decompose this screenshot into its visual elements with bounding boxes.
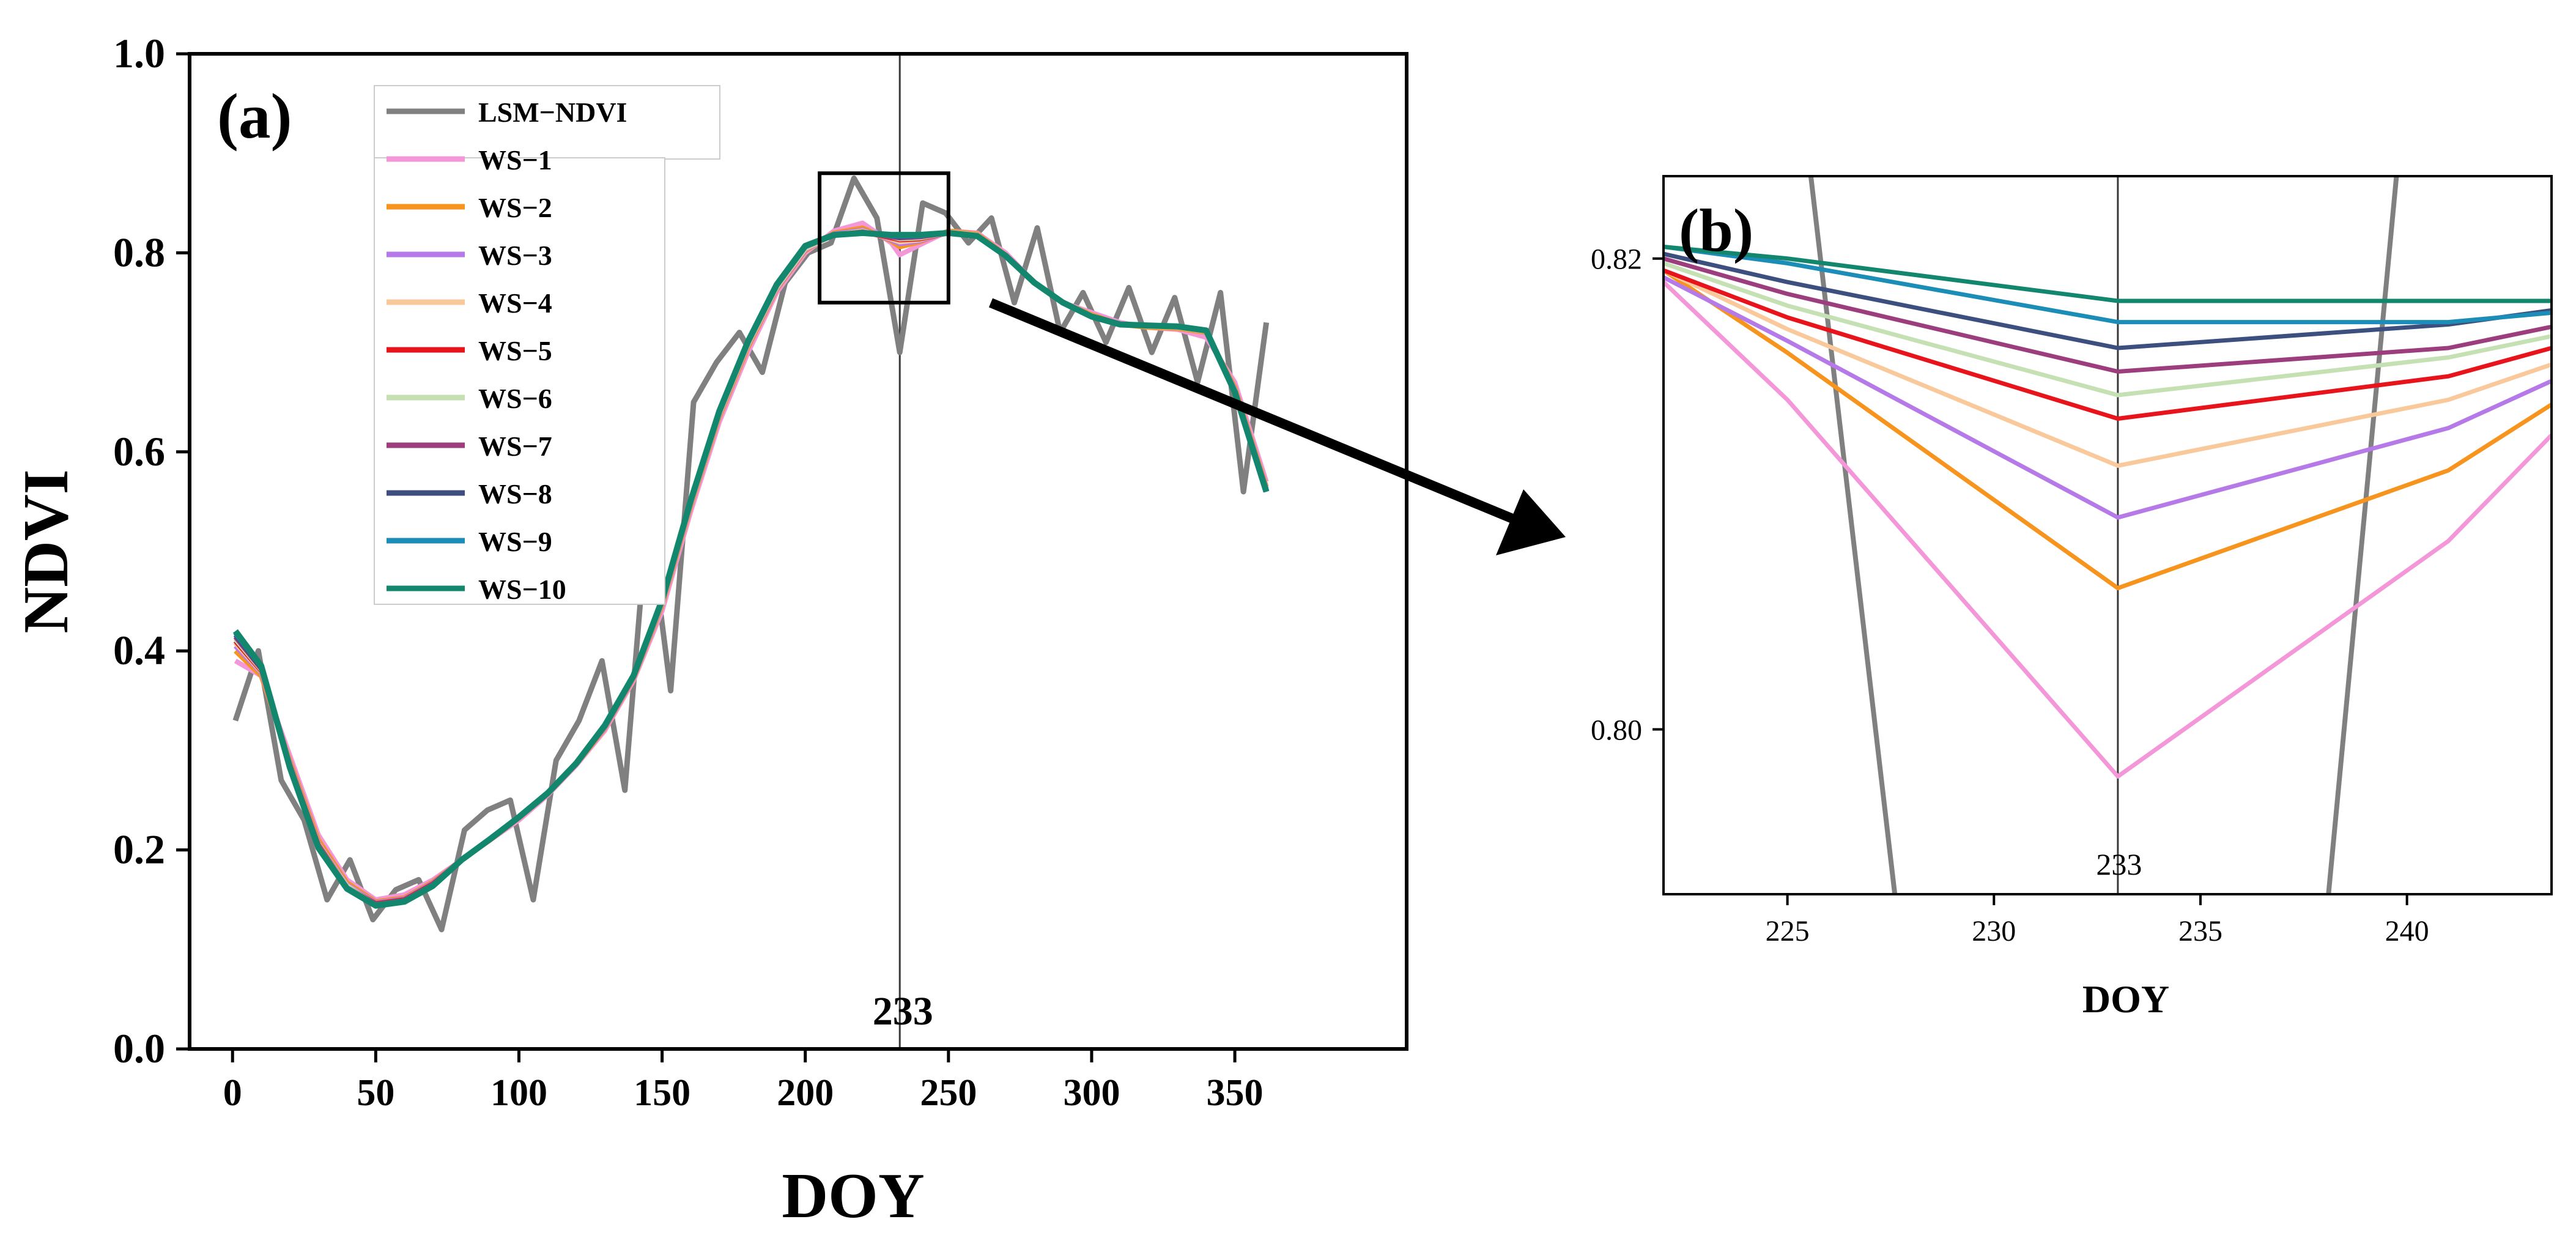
series-lsm-ndvi-line — [1808, 176, 1898, 894]
panel-b-x-axis-title: DOY — [2082, 977, 2169, 1021]
series-ws-2-line — [1664, 269, 2552, 591]
legend-box — [374, 157, 665, 605]
legend: LSM−NDVI WS−1 WS−2 WS−3 WS−4 WS−5 WS−6 WS−7 WS−8… — [374, 85, 720, 605]
series-ws-10-line — [1664, 245, 2552, 303]
legend-box-top — [374, 85, 720, 160]
panel-a-y-tick-label: 0.0 — [113, 1025, 165, 1072]
panel-a-plot-area — [232, 54, 1270, 1049]
panel-b-x-tick-label: 225 — [1766, 915, 1810, 947]
panel-a-x-tick-label: 50 — [357, 1072, 394, 1114]
panel-a-x-tick-label: 250 — [920, 1072, 977, 1114]
panel-b-plot-area — [1664, 176, 2552, 894]
legend-label-ws-9: WS−9 — [478, 526, 552, 557]
legend-label-ws-3: WS−3 — [478, 240, 552, 271]
legend-label-ws-4: WS−4 — [478, 287, 552, 319]
panel-a-x-tick-label: 0 — [223, 1072, 242, 1114]
panel-b-frame — [1662, 175, 2553, 895]
zoom-arrow — [988, 298, 1566, 555]
panel-a-y-tick-label: 0.6 — [113, 428, 165, 475]
panel-a-y-tick-label: 1.0 — [113, 30, 165, 76]
zoom-arrow-head — [1496, 489, 1566, 555]
panel-a: 0 50 100 150 200 250 300 350 0.0 0.2 0.4 0.6 0.8 1.0 D… — [10, 30, 1408, 1231]
legend-label-ws-8: WS−8 — [478, 478, 552, 509]
panel-b-y-tick-label: 0.80 — [1591, 714, 1642, 747]
panel-a-x-axis-title: DOY — [782, 1160, 924, 1231]
series-lsm-ndvi-line — [2326, 176, 2399, 894]
series-ws-4-line — [1664, 268, 2552, 468]
legend-label-ws-10: WS−10 — [478, 574, 566, 605]
panel-a-y-tick-label: 0.4 — [113, 627, 165, 673]
series-ws-7-line — [1664, 256, 2552, 374]
panel-b-y-tick-label: 0.82 — [1591, 243, 1642, 276]
panel-b: 225 230 235 240 0.80 0.82 DOY 233 (b) — [1591, 175, 2553, 1021]
series-ws-10-line — [232, 229, 1270, 909]
panel-a-label: (a) — [217, 80, 292, 152]
panel-b-vline-label: 233 — [2096, 847, 2142, 881]
series-ws-6-line — [1664, 261, 2552, 398]
legend-label-ws-7: WS−7 — [478, 431, 552, 462]
panel-a-y-tick-label: 0.8 — [113, 229, 165, 275]
legend-label-lsm-ndvi: LSM−NDVI — [478, 97, 627, 128]
panel-a-y-tick-label: 0.2 — [113, 826, 165, 873]
panel-a-x-tick-label: 200 — [777, 1072, 834, 1114]
zoom-arrow-shaft — [988, 298, 1525, 528]
panel-a-x-tick-label: 150 — [634, 1072, 690, 1114]
legend-label-ws-2: WS−2 — [478, 192, 552, 223]
legend-label-ws-5: WS−5 — [478, 335, 552, 366]
panel-b-label: (b) — [1679, 196, 1753, 264]
panel-a-vline-label: 233 — [873, 989, 933, 1034]
panel-a-frame — [188, 52, 1408, 1051]
panel-b-x-tick-label: 230 — [1972, 915, 2016, 947]
panel-a-x-tick-label: 350 — [1207, 1072, 1264, 1114]
series-ws-5-line — [1664, 268, 2552, 421]
panel-b-x-tick-label: 240 — [2385, 915, 2429, 947]
legend-label-ws-1: WS−1 — [478, 144, 552, 176]
series-ws-1-line — [1664, 280, 2552, 779]
legend-label-ws-6: WS−6 — [478, 383, 552, 414]
panel-a-y-axis-title: NDVI — [10, 469, 81, 633]
panel-a-zoom-box — [818, 171, 950, 305]
panel-a-x-tick-label: 100 — [490, 1072, 547, 1114]
panel-a-x-tick-label: 300 — [1063, 1072, 1120, 1114]
panel-b-x-tick-label: 235 — [2178, 915, 2223, 947]
series-ws-3-line — [1664, 275, 2552, 520]
series-ws-9-line — [1664, 245, 2552, 325]
